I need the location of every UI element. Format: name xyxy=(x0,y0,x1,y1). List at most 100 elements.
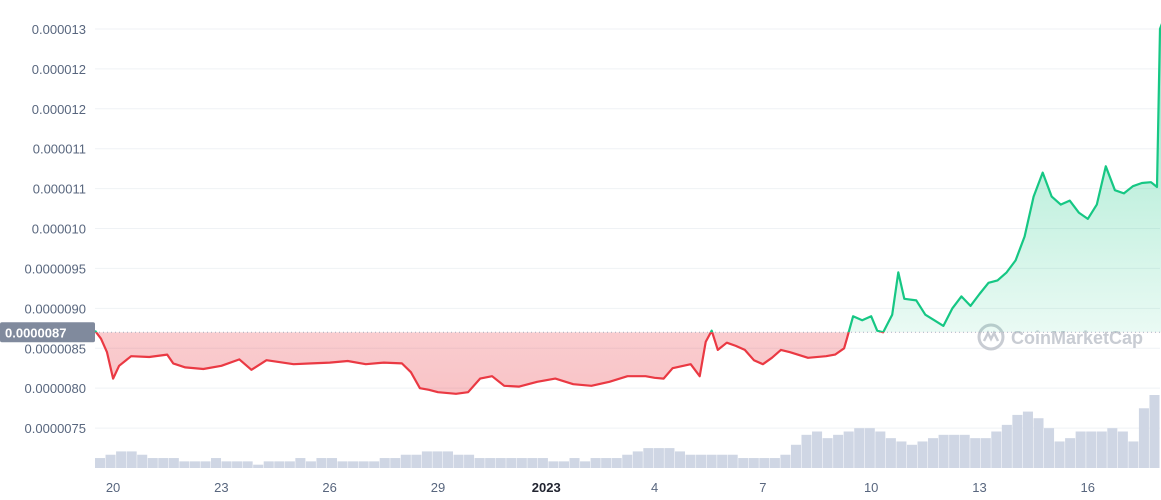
y-tick-label: 0.000011 xyxy=(33,142,86,157)
x-tick-label: 16 xyxy=(1081,480,1095,495)
volume-bar xyxy=(210,458,222,468)
volume-bar xyxy=(453,454,464,468)
volume-bar xyxy=(137,454,148,468)
volume-bar xyxy=(980,438,991,468)
price-area xyxy=(95,26,1161,394)
volume-bar xyxy=(706,454,717,468)
volume-bar xyxy=(284,461,295,468)
volume-bar xyxy=(295,458,306,468)
volume-bar xyxy=(432,451,443,468)
volume-bar xyxy=(1044,428,1055,468)
x-tick-label: 26 xyxy=(322,480,336,495)
volume-bar xyxy=(748,458,759,468)
volume-bar xyxy=(896,441,907,468)
y-tick-label: 0.000013 xyxy=(32,22,86,37)
volume-bar xyxy=(1086,431,1097,468)
volume-bar xyxy=(126,451,137,468)
volume-bar xyxy=(833,434,844,468)
volume-bar xyxy=(253,464,264,468)
y-tick-label: 0.0000075 xyxy=(25,421,86,436)
y-tick-label: 0.000011 xyxy=(33,182,86,197)
volume-bar xyxy=(168,458,179,468)
volume-bar xyxy=(601,458,612,468)
volume-bar xyxy=(1012,414,1023,468)
volume-bar xyxy=(780,454,791,468)
volume-bar xyxy=(527,458,538,468)
volume-bar xyxy=(495,458,506,468)
watermark-text: CoinMarketCap xyxy=(1011,328,1143,348)
volume-bar xyxy=(200,461,211,468)
y-tick-label: 0.0000090 xyxy=(25,301,86,316)
volume-bar xyxy=(1075,431,1086,468)
x-tick-label: 2023 xyxy=(532,480,561,495)
volume-bar xyxy=(769,458,780,468)
y-tick-label: 0.0000085 xyxy=(25,341,86,356)
volume-bar xyxy=(147,458,158,468)
volume-bar xyxy=(242,461,253,468)
volume-bar xyxy=(906,444,917,468)
volume-bar xyxy=(221,461,232,468)
y-tick-label: 0.000012 xyxy=(32,102,86,117)
volume-bar xyxy=(337,461,348,468)
volume-bar xyxy=(274,461,285,468)
volume-bar xyxy=(1128,441,1139,468)
volume-bar xyxy=(928,438,939,468)
volume-bar xyxy=(548,461,559,468)
volume-bar xyxy=(305,461,316,468)
volume-bar xyxy=(1149,395,1160,468)
x-tick-label: 10 xyxy=(864,480,878,495)
volume-bar xyxy=(263,461,274,468)
x-tick-label: 23 xyxy=(214,480,228,495)
volume-bar xyxy=(158,458,169,468)
volume-bar xyxy=(411,454,422,468)
volume-bar xyxy=(653,448,664,468)
volume-bar xyxy=(326,458,338,468)
x-tick-label: 4 xyxy=(651,480,658,495)
volume-bar xyxy=(516,458,527,468)
volume-bar xyxy=(885,438,896,468)
volume-bar xyxy=(400,454,411,468)
volume-bar xyxy=(991,431,1002,468)
volume-bar xyxy=(970,438,981,468)
area-below-reference xyxy=(95,332,1161,394)
volume-bar xyxy=(590,458,601,468)
volume-bar xyxy=(95,458,106,468)
price-line xyxy=(94,23,1161,395)
volume-bar xyxy=(949,434,960,468)
volume-bar xyxy=(717,454,728,468)
volume-bar xyxy=(348,461,359,468)
volume-bar xyxy=(959,434,970,468)
price-line-above xyxy=(94,23,1161,333)
volume-bar xyxy=(1065,438,1076,468)
volume-bar xyxy=(474,458,485,468)
volume-bar xyxy=(727,454,738,468)
volume-bar xyxy=(822,438,833,468)
price-line-below xyxy=(94,332,885,395)
watermark: CoinMarketCap xyxy=(977,323,1143,351)
volume-bar xyxy=(179,461,190,468)
volume-bar xyxy=(917,441,928,468)
x-tick-label: 7 xyxy=(759,480,766,495)
y-tick-label: 0.000010 xyxy=(32,222,86,237)
volume-bar xyxy=(506,458,517,468)
y-tick-label: 0.0000095 xyxy=(25,261,86,276)
volume-bar xyxy=(685,454,696,468)
y-axis-ticks: 0.0000075 0.0000080 0.0000085 0.0000090 0.00… xyxy=(25,22,86,436)
volume-bar xyxy=(421,451,432,468)
volume-bar xyxy=(812,431,823,468)
area-above-reference xyxy=(95,26,1161,333)
volume-bar xyxy=(358,461,369,468)
x-tick-label: 13 xyxy=(972,480,986,495)
volume-bar xyxy=(664,448,675,468)
volume-bar xyxy=(1022,411,1033,468)
volume-bar xyxy=(1033,418,1044,468)
volume-bar xyxy=(1107,428,1118,468)
volume-bar xyxy=(189,461,200,468)
volume-bar xyxy=(232,461,243,468)
reference-price-badge: 0.0000087 xyxy=(0,322,95,343)
volume-bar xyxy=(1001,424,1012,468)
volume-bar xyxy=(759,458,770,468)
y-tick-label: 0.0000080 xyxy=(25,381,86,396)
x-axis-ticks: 20 23 26 29 2023 4 7 10 13 16 xyxy=(106,480,1095,495)
volume-bars xyxy=(95,395,1160,468)
